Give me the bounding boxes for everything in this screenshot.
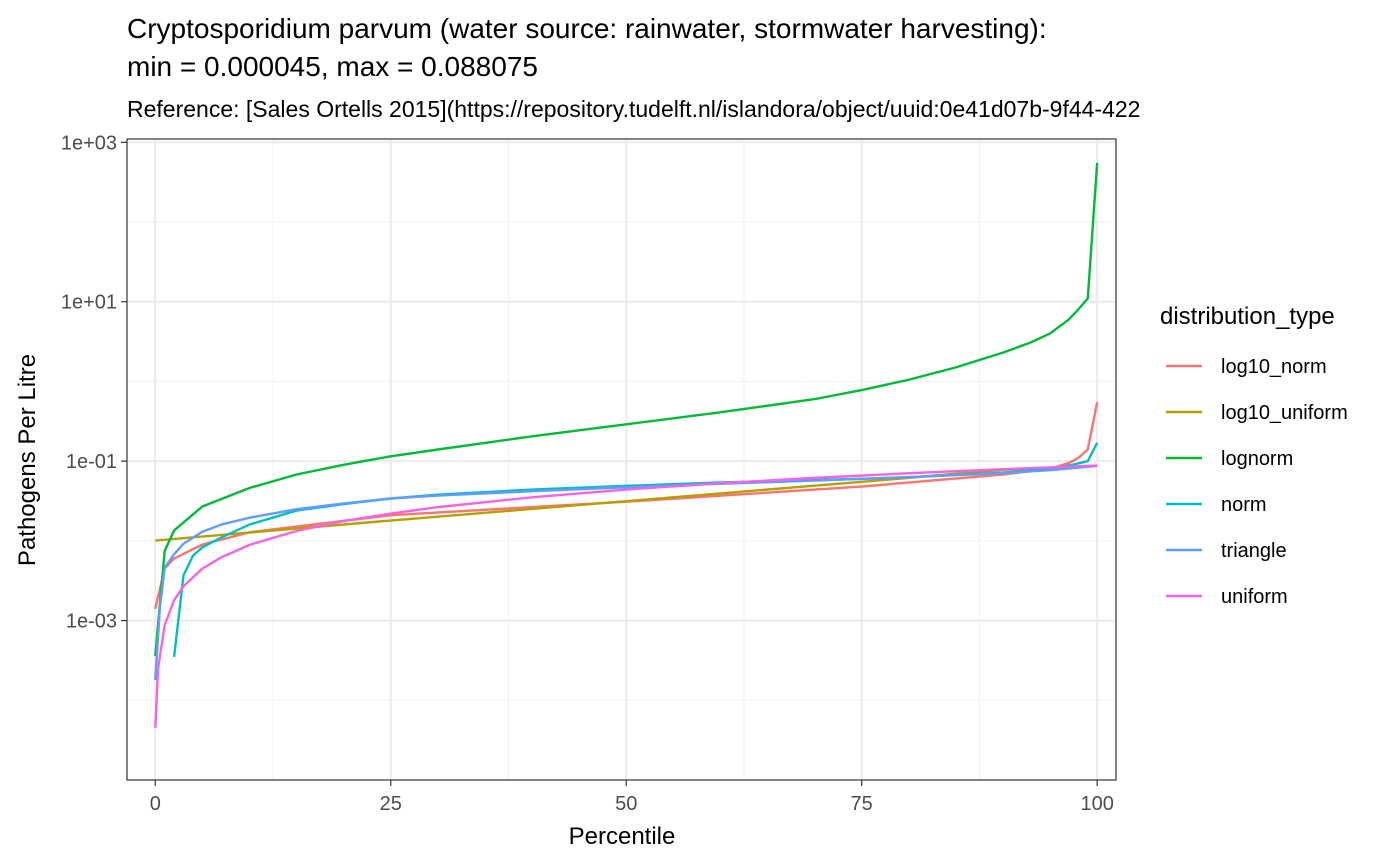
y-tick-label: 1e+01 <box>61 292 117 314</box>
series-line-log10-norm <box>154 401 1099 610</box>
y-axis-label: Pathogens Per Litre <box>14 354 41 566</box>
legend-label-triangle: triangle <box>1221 540 1287 562</box>
y-axis: 1e-03 1e-01 1e+01 1e+03 <box>61 132 127 633</box>
legend-title: distribution_type <box>1160 303 1335 330</box>
series-lines <box>154 162 1099 728</box>
chart-title-line1: Cryptosporidium parvum (water source: ra… <box>127 13 1047 44</box>
x-tick-label: 75 <box>851 793 873 815</box>
series-line-uniform <box>154 464 1098 728</box>
plot-border <box>126 138 1117 781</box>
y-tick-label: 1e-01 <box>66 451 117 473</box>
legend-label-log10-norm: log10_norm <box>1221 356 1327 378</box>
legend-label-uniform: uniform <box>1221 586 1288 608</box>
y-tick-label: 1e-03 <box>66 611 117 633</box>
grid-minor <box>127 139 1116 780</box>
legend-label-lognorm: lognorm <box>1221 448 1293 470</box>
series-line-triangle <box>154 464 1098 681</box>
chart-title-line2: min = 0.000045, max = 0.088075 <box>127 51 538 82</box>
legend-label-log10-uniform: log10_uniform <box>1221 402 1348 424</box>
x-axis-label: Percentile <box>569 823 676 850</box>
x-tick-label: 0 <box>150 793 161 815</box>
panel-background <box>127 139 1116 780</box>
x-axis: 0 25 50 75 100 <box>150 780 1114 815</box>
panel-border-rect <box>126 138 1117 781</box>
x-tick-label: 50 <box>615 793 637 815</box>
y-tick-label: 1e+03 <box>61 132 117 154</box>
series-line-lognorm <box>154 162 1099 657</box>
legend: distribution_type log10_norm log10_unifor… <box>1160 303 1348 608</box>
chart-subtitle: Reference: [Sales Ortells 2015](https://… <box>127 96 1140 122</box>
grid-major <box>127 139 1116 780</box>
plot-panel <box>127 139 1116 780</box>
legend-label-norm: norm <box>1221 494 1267 516</box>
x-tick-label: 25 <box>380 793 402 815</box>
x-tick-label: 100 <box>1080 793 1113 815</box>
